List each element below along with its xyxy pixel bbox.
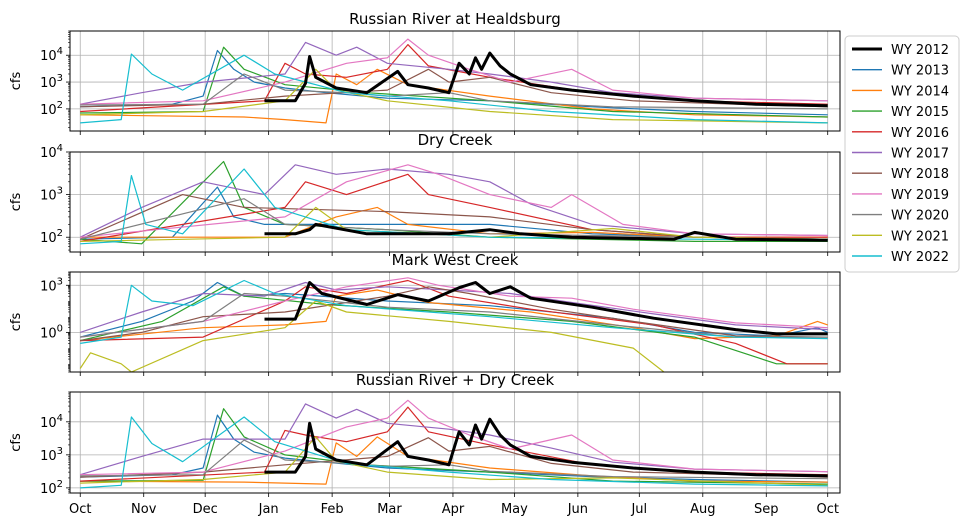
y-axis-label: cfs [9,433,24,452]
y-tick-label: 103 [40,276,63,294]
series-line-wy-2019 [80,277,828,338]
series-line-wy-2013 [80,186,828,240]
legend-label: WY 2013 [891,64,949,79]
panel-3: 102 103 104 Russian River + Dry Creek cfs [9,371,841,497]
x-tick-label: Nov [131,502,157,517]
y-tick-label: 100 [40,323,63,341]
panel-title: Mark West Creek [392,251,519,269]
legend-label: WY 2012 [891,43,949,58]
y-axis-label: cfs [9,313,24,332]
series-line-wy-2017 [79,164,828,238]
legend-label: WY 2015 [891,105,949,120]
y-axis-label: cfs [9,193,24,212]
plot-frame [69,30,841,132]
x-tick-label: Jan [258,502,279,517]
panel-title: Russian River at Healdsburg [349,10,561,28]
series-line-wy-2019 [80,38,828,105]
x-tick-label: Jun [567,502,588,517]
panel-title: Russian River + Dry Creek [356,371,555,389]
x-tick-label: Oct [69,502,91,517]
y-tick-label: 104 [40,413,63,431]
series-line-wy-2022 [80,168,828,245]
x-tick-label: Dec [193,502,218,517]
y-tick-label: 103 [40,73,63,91]
legend-frame [844,35,960,273]
y-tick-label: 103 [40,186,63,204]
series-line-wy-2018 [80,286,828,342]
series-line-wy-2021 [79,300,665,372]
series-line-wy-2015 [80,160,828,245]
series-group [80,38,828,124]
series-line-wy-2022 [80,53,828,124]
series-line-wy-2017 [80,403,828,476]
y-tick-label: 102 [40,100,63,118]
legend-label: WY 2018 [891,167,949,182]
series-line-wy-2012 [264,51,828,108]
series-group [79,160,828,245]
series-line-wy-2017 [80,281,828,333]
legend-label: WY 2021 [891,229,949,244]
series-line-wy-2019 [80,399,828,476]
panel-0: 102 103 104 Russian River at Healdsburg cfs [9,10,841,135]
series-line-wy-2012 [264,222,828,242]
y-tick-label: 103 [40,446,63,464]
legend-label: WY 2014 [891,84,949,99]
plot-frame [69,271,841,373]
y-axis-label: cfs [9,72,24,91]
panel-1: 102 103 104 Dry Creek cfs [9,131,841,256]
legend-label: WY 2022 [891,250,949,265]
series-line-wy-2015 [80,46,828,118]
series-line-wy-2018 [80,68,828,108]
x-tick-label: Apr [442,502,465,517]
x-tick-label: Sep [754,502,779,517]
legend-label: WY 2016 [891,126,949,141]
y-tick-label: 104 [40,46,63,64]
series-line-wy-2020 [80,292,828,338]
x-tick-label: Mar [377,502,402,517]
legend-label: WY 2020 [891,209,949,224]
x-tick-label: Aug [690,502,715,517]
series-line-wy-2019 [80,164,828,238]
y-tick-label: 102 [40,228,63,246]
series-line-wy-2016 [80,173,828,242]
plot-frame [69,151,841,253]
series-line-wy-2012 [264,417,828,478]
series-line-wy-2022 [80,279,828,344]
y-tick-label: 104 [40,143,63,161]
legend-label: WY 2019 [891,188,949,203]
series-line-wy-2013 [80,414,828,483]
x-tick-label: Feb [321,502,344,517]
legend: WY 2012 WY 2013 WY 2014 WY 2015 WY 2016 WY 20… [844,35,960,273]
x-tick-label: Jul [630,502,647,517]
series-group [80,399,828,489]
plot-frame [69,391,841,494]
series-line-wy-2022 [80,416,828,489]
x-tick-label: May [501,502,528,517]
x-axis-month-labels: Oct Nov Dec Jan Feb Mar Apr May Jun Jul Aug Sep Oct [69,502,839,517]
series-line-wy-2018 [80,437,828,478]
x-tick-label: Oct [816,502,838,517]
y-tick-label: 102 [40,479,63,497]
series-line-wy-2015 [80,286,828,365]
series-line-wy-2014 [80,68,828,124]
legend-label: WY 2017 [891,147,949,162]
panel-2: 100 103 Mark West Creek cfs [9,251,841,376]
series-line-wy-2017 [80,41,828,105]
series-line-wy-2012 [264,281,828,336]
series-line-wy-2013 [80,49,828,116]
panel-title: Dry Creek [418,131,493,149]
series-group [79,277,828,372]
